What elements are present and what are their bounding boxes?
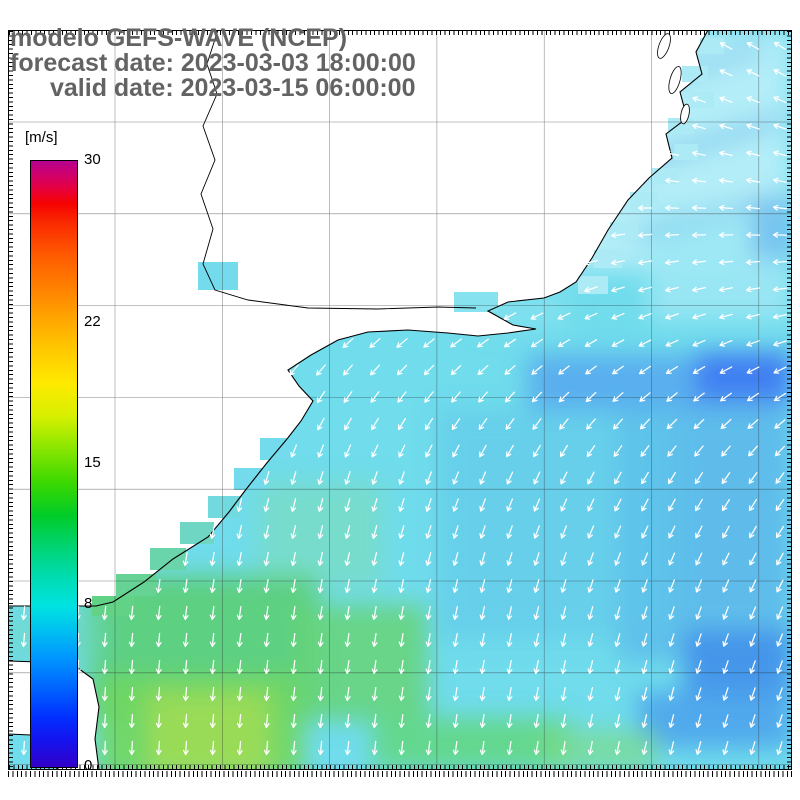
axis-ticks-bottom-outer: [8, 771, 792, 777]
model-title: modelo GEFS-WAVE (NCEP): [10, 24, 348, 52]
colorbar: [30, 160, 78, 768]
wind-arrows-layer: [20, 41, 788, 756]
forecast-map: [8, 30, 792, 770]
colorbar-tick-label: 15: [84, 454, 101, 471]
colorbar-tick-label: 30: [84, 151, 101, 168]
colorbar-tick-label: 22: [84, 312, 101, 330]
title-block: modelo GEFS-WAVE (NCEP) forecast date: 2…: [10, 26, 416, 101]
coastal-grid-cells: [92, 38, 724, 616]
colorbar-tick-labels: 30 22 15 8 0: [84, 151, 124, 774]
valid-date-line: valid date: 2023-03-15 06:00:00: [50, 74, 416, 102]
colorbar-tick-label: 8: [84, 595, 93, 613]
colorbar-gradient: [30, 160, 78, 768]
graticule-layer: [8, 30, 792, 770]
forecast-date-line: forecast date: 2023-03-03 18:00:00: [10, 49, 416, 77]
colorbar-tick-label: 0: [84, 757, 93, 774]
colorbar-unit-label: [m/s]: [25, 129, 58, 146]
coastline-layer: [8, 30, 709, 770]
